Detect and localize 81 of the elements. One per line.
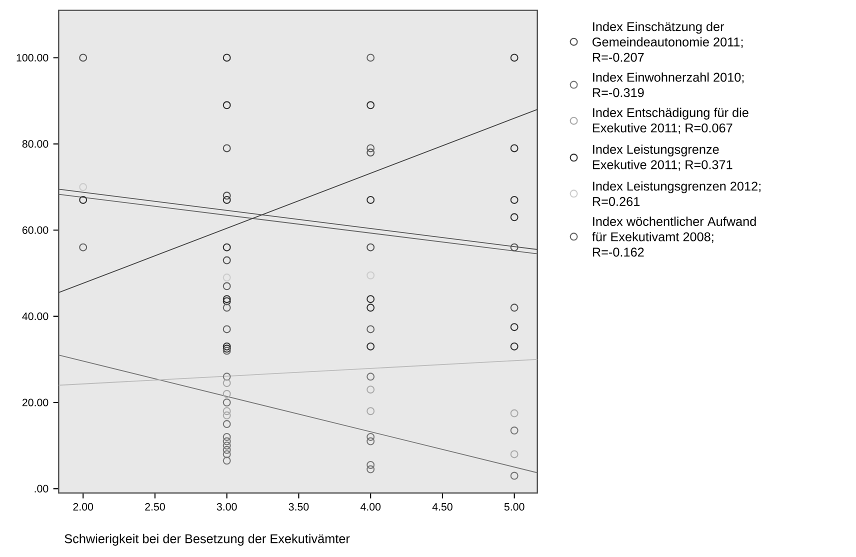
- point: [366, 407, 375, 416]
- y-tick-label: .00: [34, 484, 48, 492]
- point: [222, 372, 231, 381]
- point: [222, 295, 231, 304]
- point: [222, 398, 231, 406]
- point: [222, 144, 231, 152]
- legend-label: Index Entschädigung für die Exekutive 2011; R=0.067: [592, 108, 748, 134]
- x-tick-label: 3.50: [288, 503, 309, 511]
- point: [366, 465, 375, 474]
- point: [510, 213, 518, 222]
- point: [366, 437, 375, 446]
- point: [79, 183, 88, 192]
- point: [510, 304, 518, 312]
- x-tick-label: 4.50: [432, 503, 452, 511]
- y-tick-label: 20.00: [22, 398, 48, 406]
- x-tick-label: 5.00: [504, 503, 524, 511]
- x-tick-label: 3.00: [216, 503, 237, 511]
- point: [510, 426, 518, 435]
- point: [366, 144, 375, 152]
- point: [366, 325, 375, 334]
- point: [222, 297, 231, 306]
- point: [366, 386, 375, 394]
- point: [222, 274, 231, 282]
- point: [366, 432, 375, 441]
- x-tick-label: 2.00: [73, 503, 94, 511]
- point: [222, 456, 231, 465]
- point: [222, 196, 231, 204]
- point: [510, 472, 518, 480]
- legend-label: Index wöchentlicher Aufwand für Exekutivamt 2008; R=-0.162: [592, 216, 756, 257]
- point: [366, 460, 375, 469]
- point: [222, 442, 231, 450]
- point: [366, 295, 375, 304]
- point: [222, 446, 231, 454]
- point: [222, 390, 231, 398]
- point: [222, 437, 231, 446]
- point: [222, 420, 231, 428]
- x-axis-title: Schwierigkeit bei der Besetzung der Exekutivämter: [64, 534, 350, 546]
- legend-label: Index Einwohnerzahl 2010; R=-0.319: [592, 72, 744, 98]
- point: [510, 450, 518, 458]
- point: [222, 411, 231, 420]
- point: [510, 342, 518, 350]
- point: [366, 101, 375, 110]
- point: [366, 372, 375, 381]
- legend-label: Index Leistungsgrenzen 2012; R=0.261: [592, 181, 760, 206]
- point: [79, 54, 88, 62]
- point: [222, 54, 231, 62]
- x-tick-label: 2.50: [145, 503, 165, 511]
- point: [222, 407, 231, 416]
- x-tick-label: 4.00: [360, 503, 381, 511]
- point: [222, 192, 231, 200]
- y-tick-label: 100.00: [16, 54, 48, 62]
- legend-label: Index Leistungsgrenze Exekutive 2011; R=0.371: [592, 144, 732, 171]
- point: [366, 148, 375, 157]
- point: [510, 243, 518, 252]
- point: [366, 196, 375, 204]
- point: [222, 379, 231, 388]
- y-tick-label: 40.00: [22, 312, 48, 320]
- point: [222, 432, 231, 441]
- point: [222, 256, 231, 264]
- point: [222, 243, 231, 252]
- y-tick-label: 80.00: [22, 140, 48, 148]
- point: [366, 271, 375, 280]
- point: [222, 325, 231, 334]
- point: [222, 101, 231, 110]
- point: [79, 243, 88, 252]
- point: [366, 304, 375, 312]
- point: [222, 450, 231, 458]
- point: [222, 282, 231, 290]
- y-tick-label: 60.00: [22, 226, 48, 234]
- point: [366, 243, 375, 252]
- point: [222, 342, 231, 350]
- point: [79, 196, 88, 204]
- point: [222, 304, 231, 312]
- point: [366, 54, 375, 62]
- point: [510, 54, 518, 62]
- legend-label: Index Einschätzung der Gemeindeautonomie 2011; R=-0.207: [592, 22, 743, 62]
- point: [366, 342, 375, 350]
- point: [510, 196, 518, 204]
- point: [510, 323, 518, 332]
- point: [510, 409, 518, 418]
- point: [510, 144, 518, 152]
